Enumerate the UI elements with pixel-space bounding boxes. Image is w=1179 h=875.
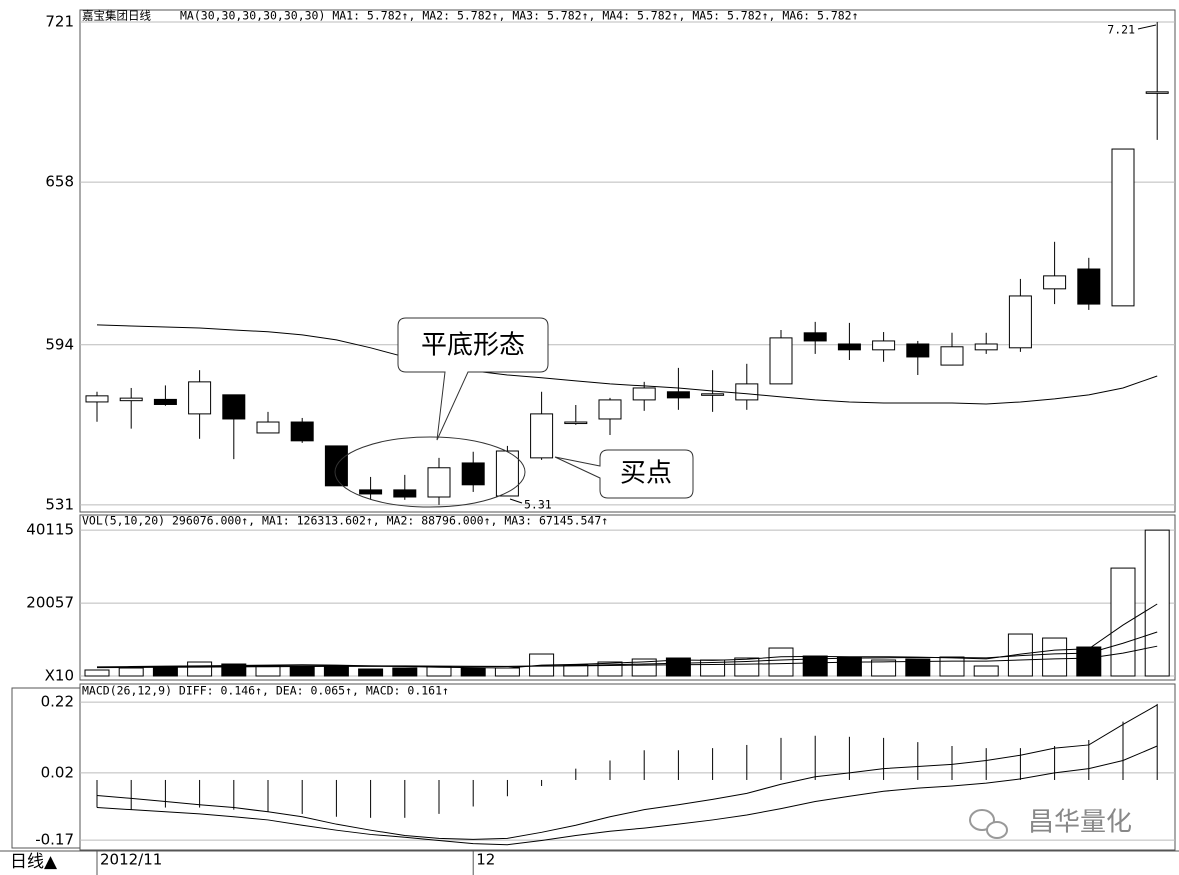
candle-body bbox=[427, 467, 451, 498]
callout-box bbox=[554, 449, 694, 499]
y-tick-label: -0.17 bbox=[35, 831, 74, 849]
volume-bar bbox=[358, 668, 384, 677]
callout-text: 买点 bbox=[620, 459, 672, 489]
y-tick-label: X10 bbox=[45, 667, 74, 685]
candle-body bbox=[974, 343, 998, 351]
macd-panel bbox=[79, 683, 1176, 851]
y-tick-label: 531 bbox=[45, 495, 74, 513]
wechat-icon bbox=[969, 809, 1008, 839]
volume-bar bbox=[152, 667, 178, 677]
ma-line bbox=[96, 324, 1158, 405]
volume-bar bbox=[460, 667, 486, 677]
candle-body bbox=[393, 489, 417, 498]
indicator-header: MA(30,30,30,30,30,30) MA1: 5.782↑, MA2: … bbox=[180, 9, 859, 23]
volume-bar bbox=[973, 665, 999, 677]
y-tick-label: 20057 bbox=[26, 594, 74, 612]
candle-body bbox=[666, 391, 690, 399]
volume-panel bbox=[79, 514, 1176, 681]
volume-bar bbox=[255, 665, 281, 677]
y-tick-label: 658 bbox=[45, 173, 74, 191]
candle-body bbox=[85, 395, 109, 403]
y-tick-label: 721 bbox=[45, 12, 74, 30]
candle-body bbox=[256, 421, 280, 434]
volume-bar bbox=[1076, 646, 1102, 677]
candle-body bbox=[495, 450, 519, 497]
candle-body bbox=[1077, 268, 1101, 305]
candle-body bbox=[598, 399, 622, 420]
y-tick-label: 594 bbox=[45, 335, 74, 353]
candle-body bbox=[1043, 275, 1067, 290]
volume-bar bbox=[494, 667, 520, 677]
candle-body bbox=[1145, 91, 1169, 94]
candle-body bbox=[564, 421, 588, 425]
callout-text: 平底形态 bbox=[421, 331, 525, 361]
volume-ma-line bbox=[96, 603, 1158, 669]
price-panel bbox=[79, 9, 1176, 513]
candle-body bbox=[906, 343, 930, 358]
candle-body bbox=[872, 340, 896, 351]
volume-bar bbox=[939, 656, 965, 677]
x-tick-label: 2012/11 bbox=[100, 851, 162, 869]
volume-bar bbox=[734, 657, 760, 677]
volume-bar bbox=[118, 667, 144, 677]
volume-ma-line bbox=[96, 645, 1158, 669]
volume-bar bbox=[289, 665, 315, 677]
macd-side-box bbox=[11, 687, 81, 849]
y-tick-label: 0.02 bbox=[41, 763, 74, 781]
high-label: 7.21 bbox=[1107, 23, 1135, 37]
candle-body bbox=[188, 381, 212, 415]
volume-bar bbox=[1110, 567, 1136, 677]
candle-body bbox=[940, 346, 964, 366]
volume-bar bbox=[1144, 529, 1170, 677]
candle-body bbox=[461, 462, 485, 486]
volume-bar bbox=[84, 669, 110, 677]
volume-bar bbox=[768, 647, 794, 677]
low-label: 5.31 bbox=[524, 498, 552, 512]
candle-body bbox=[1111, 148, 1135, 307]
volume-bar bbox=[426, 666, 452, 677]
candle-body bbox=[1008, 295, 1032, 349]
macd-header: MACD(26,12,9) DIFF: 0.146↑, DEA: 0.065↑,… bbox=[82, 684, 449, 698]
high-arrow bbox=[1137, 24, 1157, 30]
volume-bar bbox=[563, 664, 589, 677]
volume-bar bbox=[323, 665, 349, 677]
candle-body bbox=[119, 397, 143, 402]
chart-title: 嘉宝集团日线 bbox=[82, 9, 151, 23]
candle-body bbox=[769, 337, 793, 385]
y-tick-label: 40115 bbox=[26, 521, 74, 539]
candle-body bbox=[735, 383, 759, 401]
volume-bar bbox=[1042, 637, 1068, 677]
period-label: 日线▲ bbox=[10, 852, 58, 872]
candle-body bbox=[153, 398, 177, 405]
y-tick-label: 0.22 bbox=[41, 693, 74, 711]
volume-bar bbox=[665, 657, 691, 677]
callout-box bbox=[397, 317, 549, 441]
low-arrow bbox=[509, 498, 523, 504]
plot-layer: 531 594 658 721 X10 20057 40115 -0.17 0.02 0.22 20… bbox=[26, 12, 1175, 875]
x-tick-label: 12 bbox=[476, 851, 495, 869]
volume-header: VOL(5,10,20) 296076.000↑, MA1: 126313.60… bbox=[82, 514, 608, 528]
volume-bar bbox=[221, 663, 247, 677]
candle-body bbox=[701, 393, 725, 396]
volume-bar bbox=[187, 661, 213, 677]
candle-body bbox=[359, 489, 383, 495]
candle-body bbox=[222, 394, 246, 420]
flat-bottom-ellipse bbox=[334, 436, 526, 508]
volume-bar bbox=[392, 667, 418, 677]
candle-body bbox=[837, 343, 861, 351]
volume-bar bbox=[631, 658, 657, 677]
diff-line bbox=[96, 704, 1158, 840]
candle-body bbox=[290, 421, 314, 442]
volume-bar bbox=[905, 658, 931, 677]
volume-bar bbox=[836, 656, 862, 677]
volume-ma-line bbox=[96, 631, 1158, 668]
volume-bar bbox=[871, 659, 897, 677]
candle-body bbox=[803, 332, 827, 342]
candle-body bbox=[632, 387, 656, 401]
candle-body bbox=[530, 413, 554, 459]
watermark: 昌华量化 bbox=[1028, 808, 1132, 838]
dea-line bbox=[96, 745, 1158, 846]
